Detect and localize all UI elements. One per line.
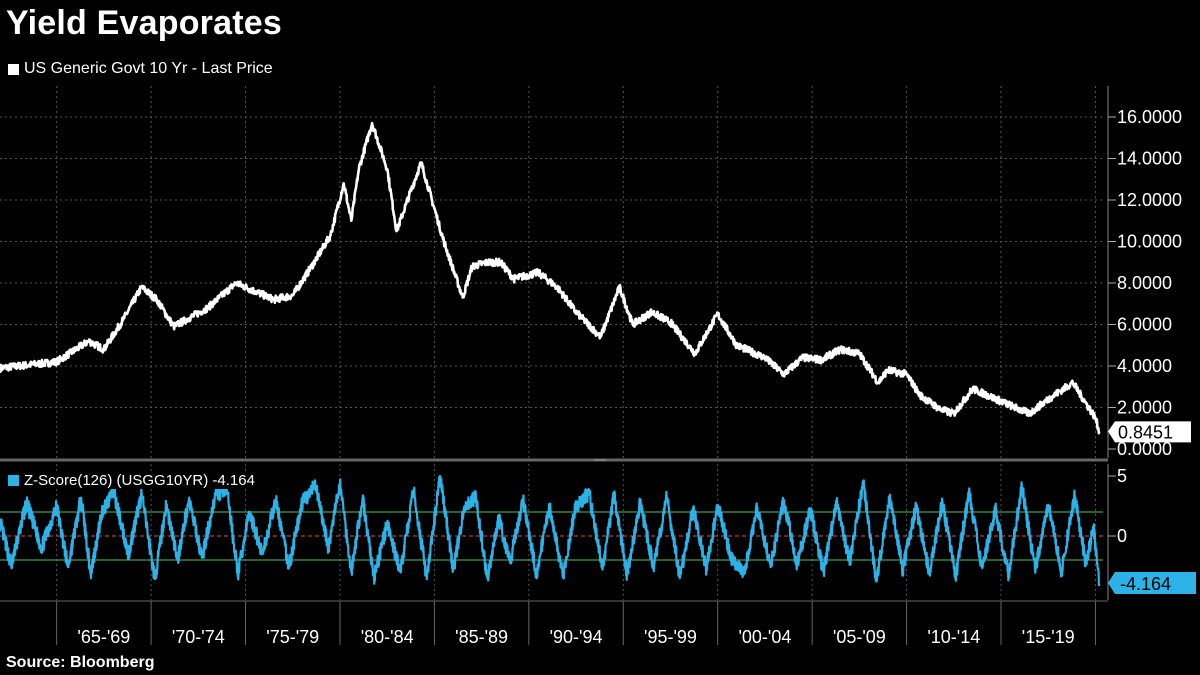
x-tick-label: '90-'94 (550, 627, 603, 647)
top-y-tick-label: 4.0000 (1117, 356, 1172, 376)
top-y-tick-label: 0.0000 (1117, 439, 1172, 459)
x-tick-label: '80-'84 (361, 627, 414, 647)
top-y-tick-label: 16.0000 (1117, 107, 1182, 127)
top-y-tick-label: 6.0000 (1117, 315, 1172, 335)
zscore-last-value-text: -4.164 (1120, 574, 1171, 594)
top-y-tick-label: 8.0000 (1117, 273, 1172, 293)
x-tick-label: '05-'09 (833, 627, 886, 647)
price-last-value-tag (1108, 421, 1191, 443)
x-tick-label: '00-'04 (738, 627, 791, 647)
zscore-last-value-tag (1108, 571, 1196, 594)
source-note: Source: Bloomberg (6, 654, 155, 671)
top-y-tick-label: 12.0000 (1117, 190, 1182, 210)
bottom-y-tick-label: 5 (1117, 466, 1127, 486)
chart-title: Yield Evaporates (6, 4, 282, 42)
price-legend: US Generic Govt 10 Yr - Last Price (8, 60, 273, 78)
price-legend-label: US Generic Govt 10 Yr - Last Price (24, 60, 273, 77)
x-tick-label: '65-'69 (77, 627, 130, 647)
zscore-legend-label: Z-Score(126) (USGG10YR) -4.164 (24, 472, 255, 489)
top-y-tick-label: 14.0000 (1117, 149, 1182, 169)
x-tick-label: '70-'74 (172, 627, 225, 647)
price-last-value-text: 0.8451 (1118, 422, 1173, 442)
x-tick-label: '85-'89 (455, 627, 508, 647)
zscore-series-line (0, 474, 1101, 587)
zscore-legend: Z-Score(126) (USGG10YR) -4.164 (8, 472, 259, 489)
x-tick-label: '15-'19 (1022, 627, 1075, 647)
zscore-legend-swatch (8, 475, 19, 486)
x-tick-label: '75-'79 (266, 627, 319, 647)
x-tick-label: '10-'14 (927, 627, 980, 647)
top-y-tick-label: 10.0000 (1117, 232, 1182, 252)
top-y-tick-label: 2.0000 (1117, 398, 1172, 418)
bottom-y-tick-label: 0 (1117, 526, 1127, 546)
x-tick-label: '95-'99 (644, 627, 697, 647)
price-series-line (0, 121, 1101, 435)
price-legend-swatch (8, 63, 19, 75)
